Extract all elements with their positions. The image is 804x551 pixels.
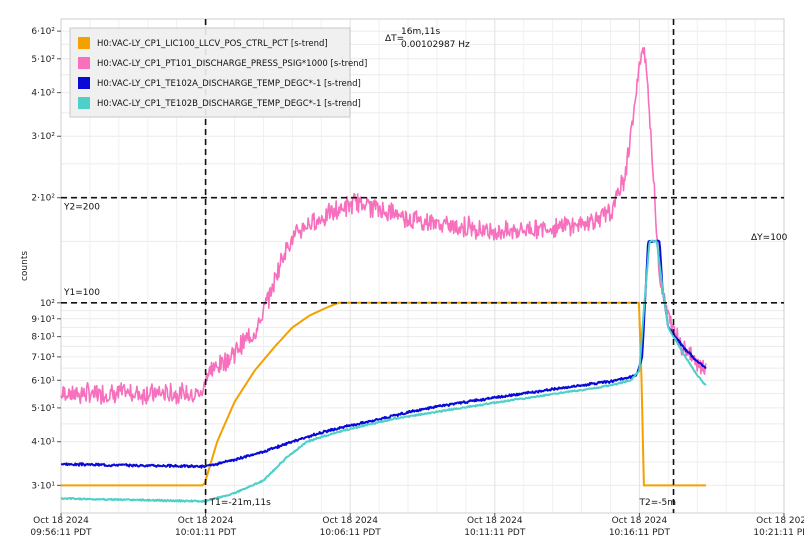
delta-y-label: ΔY=100 <box>751 233 788 243</box>
t1-cursor-label: T1=-21m,11s <box>209 498 272 508</box>
delta-t-frequency: 0.00102987 Hz <box>401 40 470 50</box>
legend-swatch-4 <box>78 97 90 109</box>
legend-swatch-3 <box>78 77 90 89</box>
series-line-2 <box>60 46 707 406</box>
y-tick-label: 5·10² <box>31 55 55 65</box>
y-tick-label: 4·10¹ <box>31 438 55 448</box>
legend-entry-2: H0:VAC-LY_CP1_PT101_DISCHARGE_PRESS_PSIG… <box>97 59 367 69</box>
y-tick-label: 3·10² <box>31 132 55 142</box>
legend: H0:VAC-LY_CP1_LIC100_LLCV_POS_CTRL_PCT [… <box>69 27 367 118</box>
x-tick-label-time: 10:01:11 PDT <box>175 528 237 538</box>
y-tick-label: 6·10² <box>31 27 55 37</box>
x-tick-label-date: Oct 18 2024 <box>322 516 378 526</box>
legend-entry-4: H0:VAC-LY_CP1_TE102B_DISCHARGE_TEMP_DEGC… <box>97 99 361 109</box>
y-tick-label: 2·10² <box>31 194 55 204</box>
x-tick-label-date: Oct 18 2024 <box>178 516 234 526</box>
x-tick-label-time: 10:21:11 PDT <box>753 528 804 538</box>
x-tick-label-time: 09:56:11 PDT <box>30 528 92 538</box>
legend-entry-1: H0:VAC-LY_CP1_LIC100_LLCV_POS_CTRL_PCT [… <box>97 39 328 49</box>
x-tick-label-time: 10:16:11 PDT <box>609 528 671 538</box>
legend-box <box>69 27 351 118</box>
y-axis: 3·10¹ 4·10¹ 5·10¹ 6·10¹ 7·10¹ 8·10¹ 9·10¹ 10² 2·… <box>31 27 61 491</box>
x-tick-label-time: 10:06:11 PDT <box>320 528 382 538</box>
x-tick-label-date: Oct 18 2024 <box>467 516 523 526</box>
delta-t-prefix: ΔT= <box>385 34 404 44</box>
grid-lines <box>60 19 785 514</box>
delta-t-value: 16m,11s <box>401 27 441 37</box>
y-tick-label: 4·10² <box>31 89 55 99</box>
x-tick-label-date: Oct 18 2024 <box>756 516 804 526</box>
y-tick-label: 8·10¹ <box>31 333 55 343</box>
y-tick-label: 9·10¹ <box>31 315 55 325</box>
y-tick-label: 10² <box>40 299 55 309</box>
x-tick-label-time: 10:11:11 PDT <box>464 528 526 538</box>
legend-swatch-1 <box>78 37 90 49</box>
legend-entry-3: H0:VAC-LY_CP1_TE102A_DISCHARGE_TEMP_DEGC… <box>97 79 361 89</box>
y2-cursor-label: Y2=200 <box>63 203 100 213</box>
t2-cursor-label: T2=-5m <box>639 498 677 508</box>
y1-cursor-label: Y1=100 <box>63 288 100 298</box>
y-tick-label: 6·10¹ <box>31 376 55 386</box>
x-tick-label-date: Oct 18 2024 <box>612 516 668 526</box>
cursor-overlay: Y2=200 Y1=100 T1=-21m,11s T2=-5m ΔT= 16m… <box>61 19 788 513</box>
series-line-3 <box>60 239 707 469</box>
x-tick-label-date: Oct 18 2024 <box>33 516 89 526</box>
y-tick-label: 5·10¹ <box>31 404 55 414</box>
plot-frame <box>60 18 785 514</box>
y-tick-label: 3·10¹ <box>31 481 55 491</box>
y-tick-label: 7·10¹ <box>31 353 55 363</box>
legend-swatch-2 <box>78 57 90 69</box>
y-axis-label: counts <box>20 251 30 281</box>
series-line-4 <box>60 239 707 503</box>
x-axis: Oct 18 2024 09:56:11 PDT Oct 18 2024 10:01:… <box>30 513 804 538</box>
